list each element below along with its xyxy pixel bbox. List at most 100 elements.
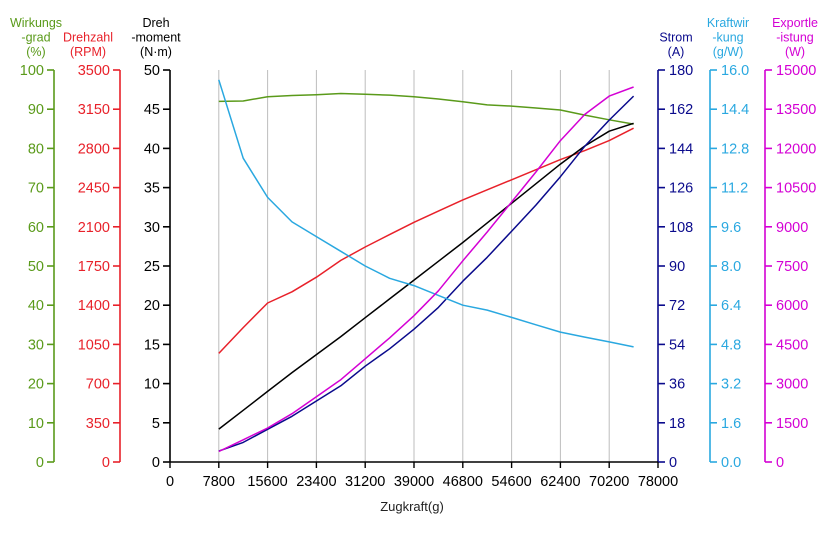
y-tick-label-current: 162 bbox=[669, 102, 693, 118]
x-tick-label: 78000 bbox=[638, 474, 678, 490]
series-line-efficiency_gw bbox=[219, 80, 634, 347]
x-tick-label: 0 bbox=[166, 474, 174, 490]
y-axis-title-current: (A) bbox=[668, 45, 685, 59]
y-axis-rpm: 0 350 700 1050 1400 1750 2100 2450 2800 3150 3500 D… bbox=[63, 31, 120, 472]
y-tick-label-power: 0 bbox=[776, 455, 784, 471]
y-tick-label-efficiency_gw: 6.4 bbox=[721, 298, 741, 314]
x-tick-label: 62400 bbox=[540, 474, 580, 490]
y-tick-label-efficiency_gw: 3.2 bbox=[721, 377, 741, 393]
y-tick-label-efficiency: 80 bbox=[28, 141, 44, 157]
y-tick-label-current: 18 bbox=[669, 416, 685, 432]
y-axis-title-efficiency_gw: Kraftwir bbox=[707, 16, 749, 30]
y-tick-label-torque: 15 bbox=[144, 337, 160, 353]
y-tick-label-power: 15000 bbox=[776, 63, 816, 79]
y-tick-label-power: 6000 bbox=[776, 298, 808, 314]
y-tick-label-efficiency_gw: 9.6 bbox=[721, 220, 741, 236]
y-tick-label-efficiency: 0 bbox=[36, 455, 44, 471]
y-tick-label-rpm: 1050 bbox=[78, 337, 110, 353]
y-tick-label-power: 10500 bbox=[776, 181, 816, 197]
y-axis-title-rpm: Drehzahl bbox=[63, 31, 113, 45]
x-axis: 0 7800 15600 23400 31200 39000 46800 54600 62400… bbox=[166, 462, 678, 490]
y-tick-label-efficiency_gw: 11.2 bbox=[721, 181, 748, 197]
y-axis-current: 0 18 36 54 72 90 108 126 144 162 180 Strom(A) bbox=[658, 31, 693, 472]
x-tick-label: 54600 bbox=[491, 474, 531, 490]
x-tick-label: 23400 bbox=[296, 474, 336, 490]
y-tick-label-torque: 45 bbox=[144, 102, 160, 118]
y-tick-label-torque: 50 bbox=[144, 63, 160, 79]
y-axis-title-rpm: (RPM) bbox=[70, 45, 106, 59]
y-axis-title-efficiency: Wirkungs bbox=[10, 16, 62, 30]
y-tick-label-efficiency: 50 bbox=[28, 259, 44, 275]
y-tick-label-efficiency: 10 bbox=[28, 416, 44, 432]
y-tick-label-efficiency: 30 bbox=[28, 337, 44, 353]
x-tick-label: 70200 bbox=[589, 474, 629, 490]
y-axis-title-current: Strom bbox=[659, 31, 692, 45]
y-tick-label-torque: 20 bbox=[144, 298, 160, 314]
y-tick-label-rpm: 1750 bbox=[78, 259, 110, 275]
y-tick-label-torque: 40 bbox=[144, 141, 160, 157]
y-tick-label-current: 72 bbox=[669, 298, 685, 314]
y-tick-label-current: 126 bbox=[669, 181, 693, 197]
x-tick-label: 7800 bbox=[203, 474, 235, 490]
y-axis-title-efficiency: -grad bbox=[21, 31, 50, 45]
vertical-gridlines bbox=[219, 70, 658, 462]
y-tick-label-efficiency: 20 bbox=[28, 377, 44, 393]
series-line-power bbox=[219, 87, 634, 452]
y-tick-label-rpm: 700 bbox=[86, 377, 110, 393]
x-tick-label: 39000 bbox=[394, 474, 434, 490]
y-axis-title-power: -istung bbox=[776, 31, 814, 45]
y-tick-label-rpm: 1400 bbox=[78, 298, 110, 314]
y-tick-label-torque: 25 bbox=[144, 259, 160, 275]
y-tick-label-efficiency: 90 bbox=[28, 102, 44, 118]
y-axis-efficiency: 0 10 20 30 40 50 60 70 80 90 100 Wirkungs-grad(%) bbox=[10, 16, 62, 471]
x-axis-title: Zugkraft(g) bbox=[380, 499, 444, 514]
y-tick-label-torque: 5 bbox=[152, 416, 160, 432]
y-axis-title-torque: -moment bbox=[131, 31, 181, 45]
y-axis-title-power: (W) bbox=[785, 45, 805, 59]
y-tick-label-current: 108 bbox=[669, 220, 693, 236]
y-axis-title-power: Exportle bbox=[772, 16, 818, 30]
y-tick-label-power: 12000 bbox=[776, 141, 816, 157]
y-tick-label-efficiency_gw: 12.8 bbox=[721, 141, 749, 157]
y-tick-label-efficiency_gw: 16.0 bbox=[721, 63, 749, 79]
y-tick-label-rpm: 3150 bbox=[78, 102, 110, 118]
y-tick-label-current: 180 bbox=[669, 63, 693, 79]
y-tick-label-efficiency_gw: 4.8 bbox=[721, 337, 741, 353]
y-axis-title-torque: (N·m) bbox=[140, 45, 172, 59]
series-line-torque bbox=[219, 123, 634, 429]
y-tick-label-efficiency_gw: 14.4 bbox=[721, 102, 749, 118]
y-tick-label-current: 54 bbox=[669, 337, 685, 353]
x-tick-label: 31200 bbox=[345, 474, 385, 490]
y-tick-label-current: 90 bbox=[669, 259, 685, 275]
y-tick-label-power: 4500 bbox=[776, 337, 808, 353]
y-tick-label-power: 7500 bbox=[776, 259, 808, 275]
y-tick-label-current: 36 bbox=[669, 377, 685, 393]
y-tick-label-current: 144 bbox=[669, 141, 693, 157]
y-axis-title-efficiency_gw: (g/W) bbox=[713, 45, 744, 59]
y-tick-label-current: 0 bbox=[669, 455, 677, 471]
y-tick-label-power: 1500 bbox=[776, 416, 808, 432]
y-tick-label-efficiency_gw: 0.0 bbox=[721, 455, 741, 471]
y-tick-label-rpm: 350 bbox=[86, 416, 110, 432]
y-tick-label-rpm: 3500 bbox=[78, 63, 110, 79]
y-tick-label-rpm: 2450 bbox=[78, 181, 110, 197]
y-tick-label-efficiency: 100 bbox=[20, 63, 44, 79]
y-tick-label-rpm: 2800 bbox=[78, 141, 110, 157]
series-lines bbox=[219, 80, 634, 452]
y-tick-label-efficiency: 40 bbox=[28, 298, 44, 314]
y-tick-label-power: 3000 bbox=[776, 377, 808, 393]
series-line-efficiency bbox=[219, 94, 634, 125]
y-axis-title-efficiency: (%) bbox=[26, 45, 45, 59]
y-tick-label-efficiency_gw: 8.0 bbox=[721, 259, 741, 275]
x-tick-label: 46800 bbox=[443, 474, 483, 490]
y-tick-label-torque: 0 bbox=[152, 455, 160, 471]
y-axis-title-efficiency_gw: -kung bbox=[712, 31, 743, 45]
y-axis-torque: 0 5 10 15 20 25 30 35 40 45 50 Dreh-moment(N·m) bbox=[131, 16, 181, 471]
y-tick-label-efficiency: 60 bbox=[28, 220, 44, 236]
y-tick-label-rpm: 2100 bbox=[78, 220, 110, 236]
y-tick-label-power: 9000 bbox=[776, 220, 808, 236]
y-axis-power: 0150030004500600075009000105001200013500… bbox=[765, 16, 818, 471]
y-tick-label-efficiency: 70 bbox=[28, 181, 44, 197]
y-tick-label-rpm: 0 bbox=[102, 455, 110, 471]
x-tick-label: 15600 bbox=[247, 474, 287, 490]
